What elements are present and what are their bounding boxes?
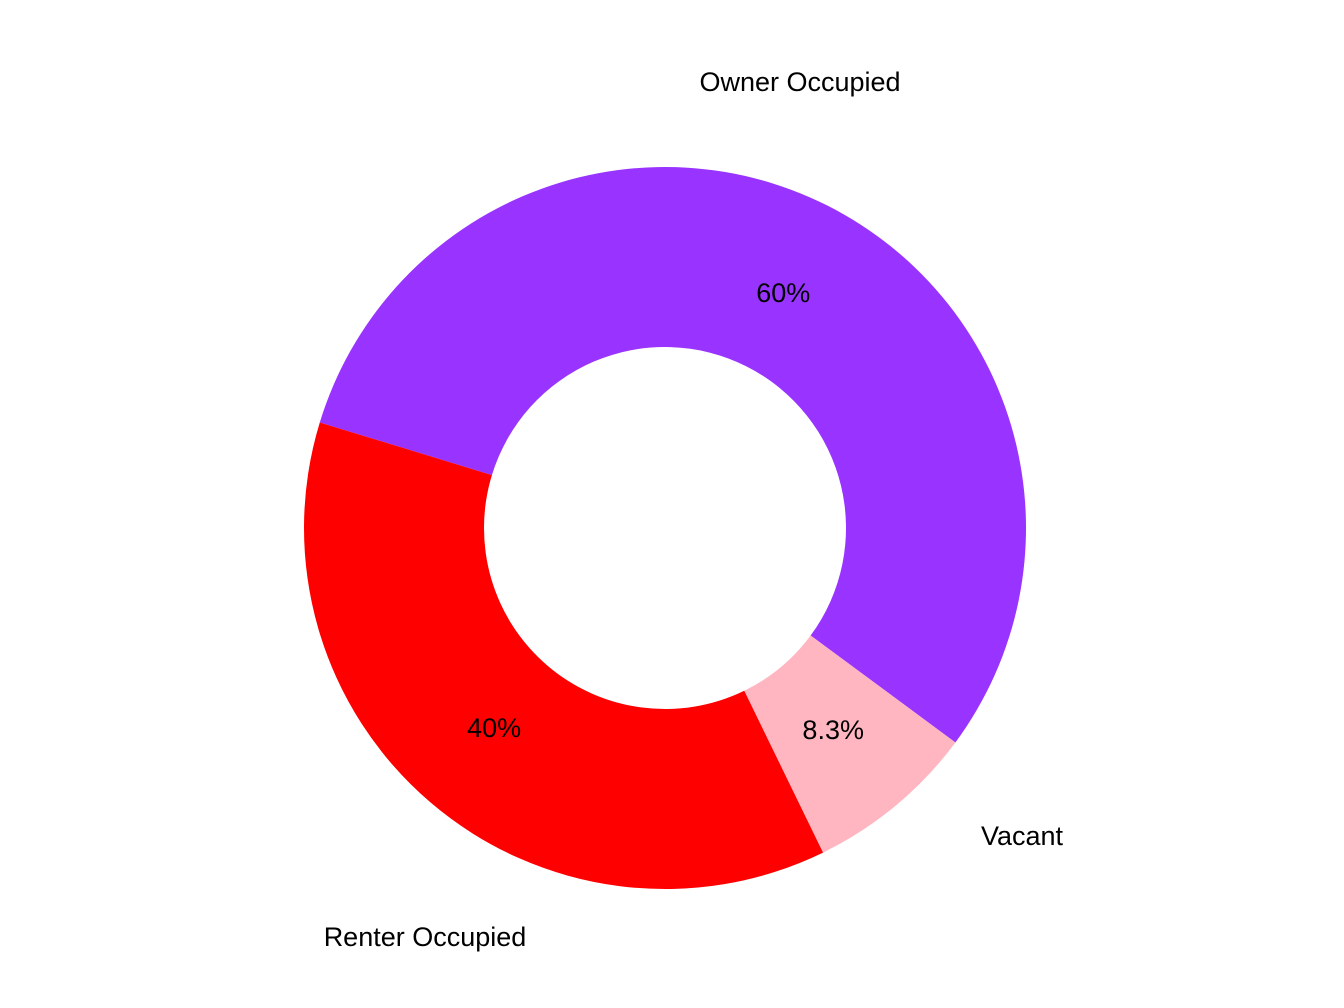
slice-vacant bbox=[744, 635, 956, 853]
percent-label-vacant: 8.3% bbox=[802, 715, 864, 745]
category-label-owner-occupied: Owner Occupied bbox=[699, 67, 900, 97]
category-labels: Owner Occupied Vacant Renter Occupied bbox=[324, 67, 1064, 952]
percent-labels: 60% 8.3% 40% bbox=[467, 278, 864, 745]
category-label-renter-occupied: Renter Occupied bbox=[324, 922, 527, 952]
slice-renter-occupied bbox=[304, 422, 824, 889]
slice-owner-occupied bbox=[319, 166, 1026, 743]
percent-label-renter-occupied: 40% bbox=[467, 713, 521, 743]
category-label-vacant: Vacant bbox=[981, 821, 1064, 851]
percent-label-owner-occupied: 60% bbox=[756, 278, 810, 308]
donut-slices bbox=[304, 166, 1026, 889]
